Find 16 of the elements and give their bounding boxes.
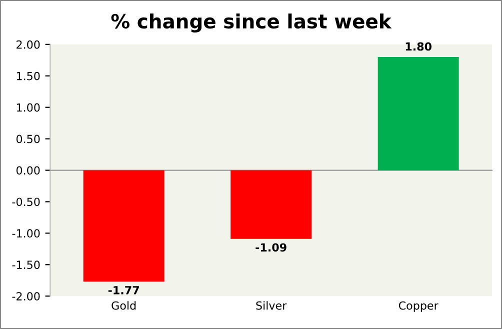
x-tick-label: Silver: [256, 301, 287, 310]
data-label: -1.09: [256, 243, 286, 252]
x-tick-label: Copper: [398, 301, 438, 312]
y-tick-label: 1.50: [16, 72, 40, 80]
y-tick-label: -1.50: [12, 260, 40, 270]
y-tick-label: 2.00: [16, 40, 40, 49]
data-label: 1.80: [406, 42, 432, 51]
data-label: -1.77: [108, 286, 139, 294]
y-tick-label: 1.00: [16, 103, 40, 112]
chart-title: % change since last week: [111, 14, 392, 33]
y-tick-label: -1.00: [12, 229, 40, 238]
y-tick-label: -0.50: [12, 198, 40, 206]
x-tick-label: Gold: [112, 301, 136, 310]
y-tick-label: 0.00: [16, 166, 40, 175]
y-tick-label: 0.50: [16, 134, 40, 144]
y-tick-label: -2.00: [12, 292, 40, 300]
